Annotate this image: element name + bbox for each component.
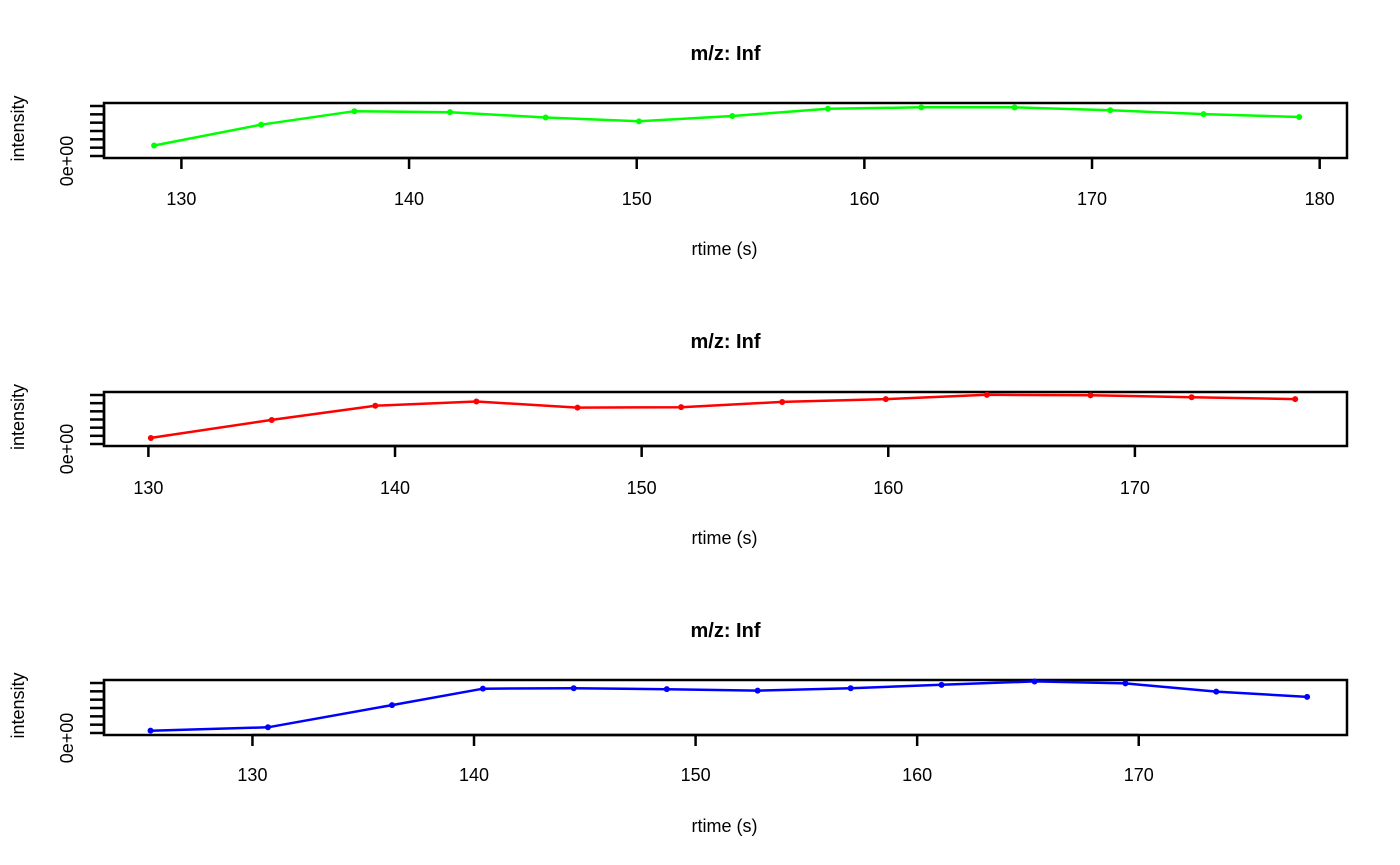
x-tick-label: 140 xyxy=(459,765,489,785)
data-point xyxy=(983,391,990,398)
chart-title: m/z: Inf xyxy=(691,620,761,642)
chart-title: m/z: Inf xyxy=(691,331,761,353)
x-tick-label: 160 xyxy=(873,478,903,498)
data-point xyxy=(1188,394,1195,401)
data-point xyxy=(938,681,945,688)
x-tick-label: 140 xyxy=(394,189,424,209)
x-tick-label: 180 xyxy=(1305,189,1335,209)
data-point xyxy=(372,402,379,409)
x-tick-label: 150 xyxy=(627,478,657,498)
series-line xyxy=(150,680,1308,732)
data-point xyxy=(574,404,581,411)
x-tick-label: 130 xyxy=(237,765,267,785)
series-line xyxy=(153,106,1300,147)
data-point xyxy=(542,114,549,121)
data-point xyxy=(635,118,642,125)
data-point xyxy=(847,685,854,692)
data-point xyxy=(1011,104,1018,111)
x-tick-label: 170 xyxy=(1124,765,1154,785)
data-point xyxy=(779,398,786,405)
data-point xyxy=(678,404,685,411)
x-tick-label: 170 xyxy=(1077,189,1107,209)
y-tick-label: 0e+00 xyxy=(57,713,77,764)
x-tick-label: 130 xyxy=(166,189,196,209)
data-point xyxy=(1107,107,1114,114)
y-axis-label: intensity xyxy=(8,384,28,450)
data-point xyxy=(389,702,396,709)
data-point xyxy=(258,121,265,128)
data-point xyxy=(447,109,454,116)
data-point xyxy=(918,104,925,111)
data-point xyxy=(1031,678,1038,685)
data-point xyxy=(1213,688,1220,695)
data-point xyxy=(147,434,154,441)
chart-panel-3: m/z: Inf 130 140 150 160 170 0e+00 intensity rti… xyxy=(8,620,1349,836)
data-point xyxy=(1292,396,1299,403)
data-point xyxy=(1304,693,1311,700)
x-tick-label: 150 xyxy=(681,765,711,785)
data-point xyxy=(824,105,831,112)
plot-frame xyxy=(102,390,1349,448)
data-point xyxy=(882,396,889,403)
data-point xyxy=(754,687,761,694)
data-point xyxy=(151,142,158,149)
chart-panel-1: m/z: Inf 130 140 150 160 170 180 0e+00 intensity… xyxy=(8,43,1349,259)
chart-panel-2: m/z: Inf 130 140 150 160 170 0e+00 intensity rti… xyxy=(8,331,1349,548)
y-axis-label: intensity xyxy=(8,95,28,161)
chart-title: m/z: Inf xyxy=(691,43,761,65)
x-tick-label: 160 xyxy=(902,765,932,785)
data-point xyxy=(1296,113,1303,120)
data-point xyxy=(570,685,577,692)
data-point xyxy=(147,727,154,734)
x-tick-label: 150 xyxy=(622,189,652,209)
x-axis-label: rtime (s) xyxy=(692,528,758,548)
data-point xyxy=(729,113,736,120)
data-point xyxy=(473,398,480,405)
data-point xyxy=(264,724,271,731)
plot-frame xyxy=(102,678,1349,737)
x-tick-label: 140 xyxy=(380,478,410,498)
y-tick-label: 0e+00 xyxy=(57,136,77,187)
data-point xyxy=(663,686,670,693)
series-line xyxy=(150,393,1296,440)
x-axis-label: rtime (s) xyxy=(692,239,758,259)
data-point xyxy=(1122,680,1129,687)
data-point xyxy=(351,108,358,115)
x-tick-label: 130 xyxy=(133,478,163,498)
y-axis-label: intensity xyxy=(8,672,28,738)
data-point xyxy=(268,416,275,423)
x-axis-label: rtime (s) xyxy=(692,816,758,836)
data-point xyxy=(479,685,486,692)
x-tick-label: 170 xyxy=(1120,478,1150,498)
data-point xyxy=(1087,392,1094,399)
data-point xyxy=(1200,111,1207,118)
x-tick-label: 160 xyxy=(849,189,879,209)
y-tick-label: 0e+00 xyxy=(57,424,77,475)
